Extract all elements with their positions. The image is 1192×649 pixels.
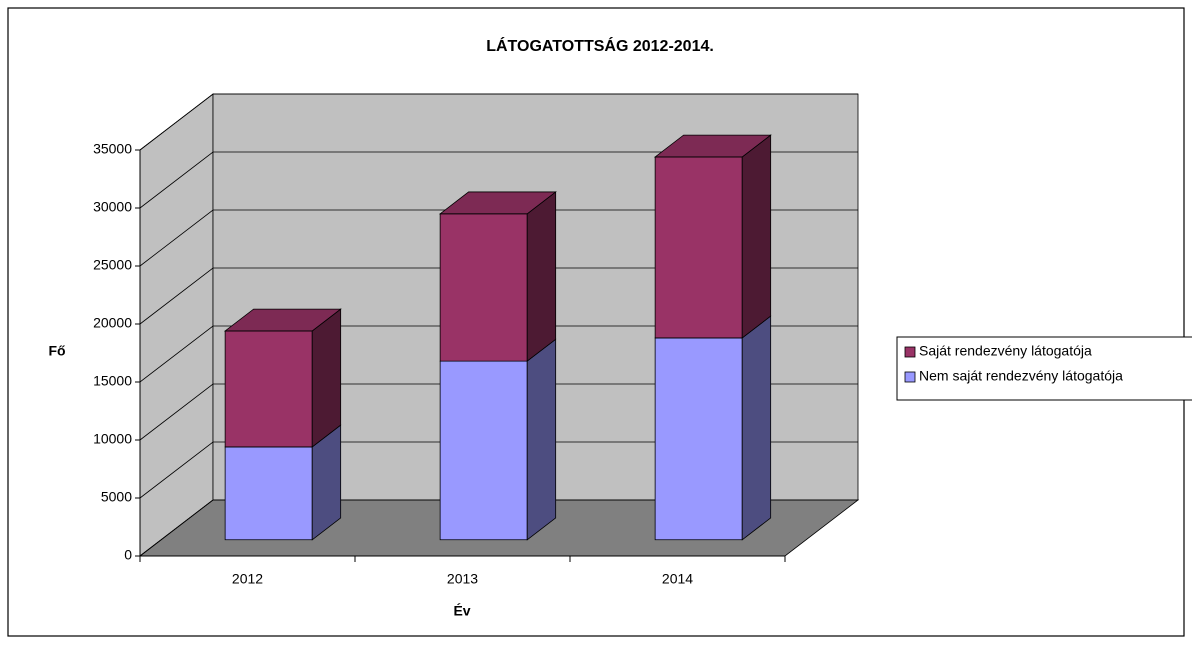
bar-front xyxy=(224,446,313,541)
bar-segment xyxy=(438,191,557,362)
bar-top xyxy=(653,134,772,158)
chart-title: LÁTOGATOTTSÁG 2012-2014. xyxy=(486,36,714,55)
legend-label: Saját rendezvény látogatója xyxy=(919,343,1092,359)
grid-line xyxy=(139,209,858,267)
y-tick-label: 15000 xyxy=(93,373,132,389)
y-tick-label: 0 xyxy=(124,547,132,563)
grid-line xyxy=(139,441,858,499)
bar-segment xyxy=(223,308,342,448)
y-tick-label: 30000 xyxy=(93,199,132,215)
legend xyxy=(896,336,1192,401)
y-tick-label: 5000 xyxy=(101,489,132,505)
grid-line xyxy=(139,93,858,151)
bar-side xyxy=(741,315,772,541)
bar-front xyxy=(654,156,743,339)
bar-segment xyxy=(653,134,772,339)
bar-side xyxy=(526,191,557,362)
legend-label: Nem saját rendezvény látogatója xyxy=(919,368,1123,384)
bar-top xyxy=(438,191,557,215)
bar-segment xyxy=(654,315,772,541)
legend-swatch xyxy=(904,346,916,358)
x-tick-label: 2012 xyxy=(232,571,263,587)
grid-line xyxy=(139,151,858,209)
x-tick-label: 2013 xyxy=(447,571,478,587)
y-tick-label: 25000 xyxy=(93,257,132,273)
left-wall xyxy=(139,93,214,557)
grid-line xyxy=(139,499,858,557)
x-axis-label: Év xyxy=(453,603,470,619)
grid-line xyxy=(139,267,858,325)
bar-side xyxy=(741,134,772,339)
bar-front xyxy=(224,330,313,448)
bar-segment xyxy=(439,338,557,541)
bar-front xyxy=(654,337,743,541)
bar-side xyxy=(311,308,342,448)
legend-swatch xyxy=(904,371,916,383)
bar-top xyxy=(223,308,342,332)
y-tick-label: 35000 xyxy=(93,141,132,157)
y-axis-label: Fő xyxy=(48,343,65,359)
grid-line xyxy=(139,383,858,441)
grid-line xyxy=(139,325,858,383)
bar-front xyxy=(439,213,528,362)
bar-side xyxy=(526,338,557,541)
y-tick-label: 20000 xyxy=(93,315,132,331)
y-tick-label: 10000 xyxy=(93,431,132,447)
bar-front xyxy=(439,360,528,541)
x-tick-label: 2014 xyxy=(662,571,693,587)
